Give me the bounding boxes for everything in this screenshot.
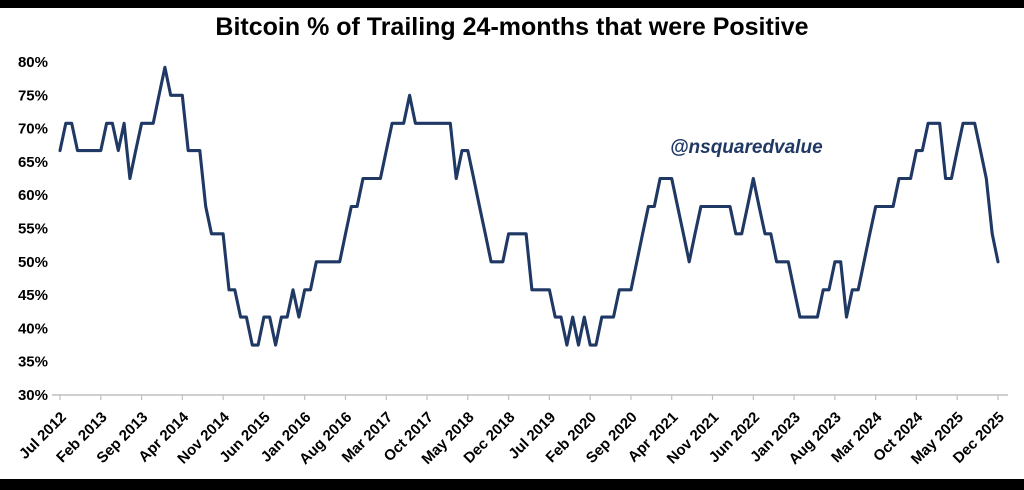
y-axis-tick-label: 75% [18,87,48,104]
bitcoin-positive-months-line [58,65,1000,347]
bottom-black-border [0,479,1024,490]
y-axis-tick-label: 40% [18,320,48,337]
y-axis-tick-label: 60% [18,187,48,204]
chart-title: Bitcoin % of Trailing 24-months that wer… [215,13,809,41]
y-axis-tick-label: 35% [18,354,48,371]
y-axis-tick-label: 50% [18,254,48,271]
y-axis-tick-label: 65% [18,154,48,171]
y-axis-tick-label: 70% [18,121,48,138]
y-axis-tick-label: 45% [18,287,48,304]
y-axis-tick-label: 30% [18,387,48,404]
watermark-text: @nsquaredvalue [670,137,823,158]
y-axis-tick-label: 55% [18,221,48,238]
top-black-border [0,0,1024,8]
y-axis-tick-label: 80% [18,54,48,71]
